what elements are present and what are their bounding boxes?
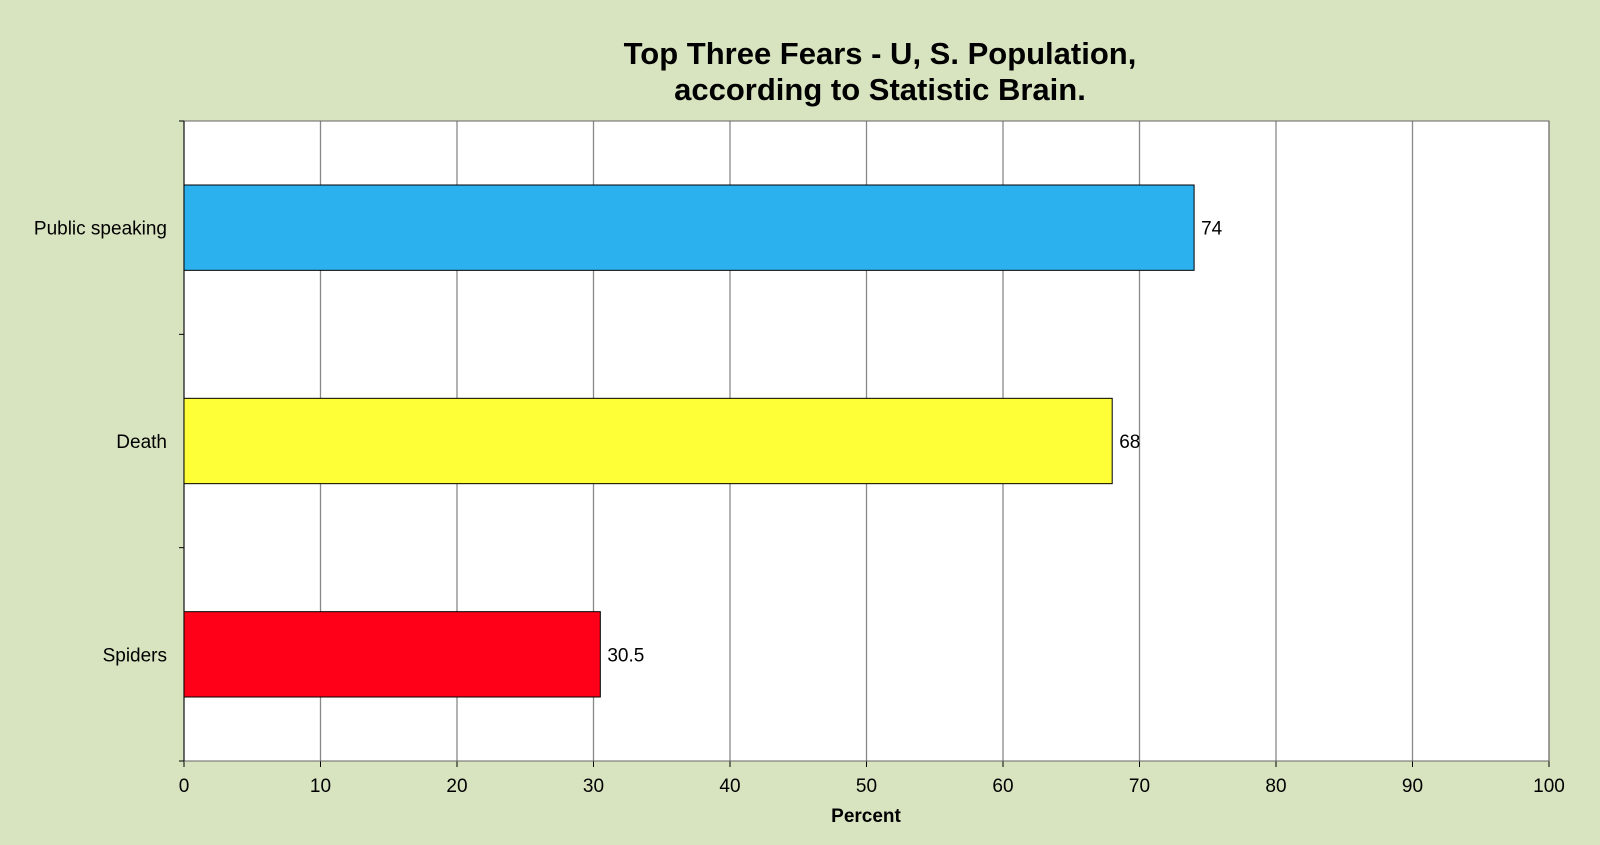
- x-tick-label: 0: [179, 776, 190, 797]
- labels: 0 10 20 30 40 50 60 70 80 90 100 Public speaking 74 D…: [34, 219, 1565, 797]
- x-tick-label: 10: [310, 776, 331, 797]
- chart-title-line-1: Top Three Fears - U, S. Population,: [624, 36, 1137, 71]
- axes: [179, 120, 1550, 767]
- x-tick-label: 90: [1402, 776, 1423, 797]
- x-tick-label: 50: [856, 776, 877, 797]
- x-tick-label: 20: [446, 776, 467, 797]
- x-tick-label: 100: [1533, 776, 1565, 797]
- y-category-label: Death: [116, 432, 167, 453]
- x-tick-label: 40: [719, 776, 740, 797]
- x-tick-label: 60: [992, 776, 1013, 797]
- y-category-label: Public speaking: [34, 219, 167, 240]
- bar-value-label: 68: [1119, 432, 1140, 453]
- bar-value-label: 30.5: [607, 645, 644, 666]
- x-tick-label: 80: [1265, 776, 1286, 797]
- x-tick-label: 70: [1129, 776, 1150, 797]
- y-category-label: Spiders: [103, 645, 167, 666]
- x-axis-title: Percent: [831, 806, 901, 827]
- bar-value-label: 74: [1201, 219, 1223, 240]
- bar: [183, 611, 601, 698]
- chart-title-line-2: according to Statistic Brain.: [674, 72, 1086, 107]
- bar: [183, 184, 1195, 271]
- bars: [183, 184, 1195, 698]
- bar: [183, 397, 1113, 485]
- x-tick-label: 30: [583, 776, 604, 797]
